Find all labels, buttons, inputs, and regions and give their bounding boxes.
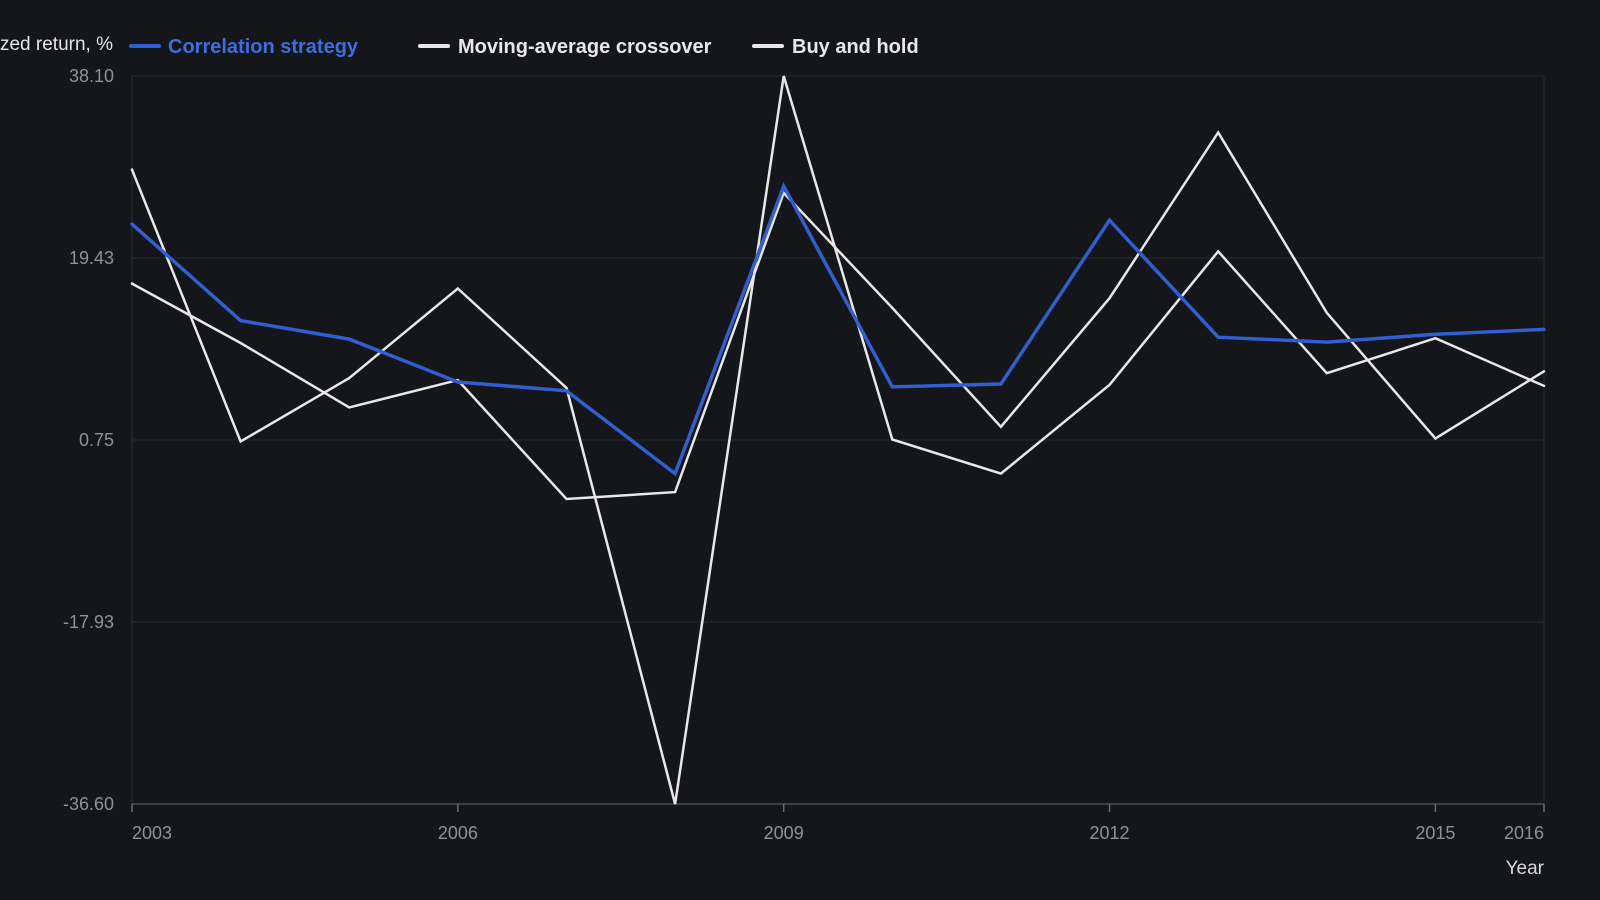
- y-tick-label: 38.10: [69, 66, 114, 86]
- y-tick-label: -36.60: [63, 794, 114, 814]
- series-layer: [130, 75, 1546, 805]
- x-tick-label: 2003: [132, 823, 172, 843]
- x-axis-label: Year: [1506, 858, 1545, 879]
- y-tick-label: 0.75: [79, 430, 114, 450]
- legend-label: Correlation strategy: [168, 36, 359, 58]
- series-line-buy-and-hold: [130, 130, 1546, 501]
- series-line-correlation-strategy: [130, 181, 1546, 477]
- grid-layer: [132, 75, 1545, 805]
- x-tick-label: 2012: [1090, 823, 1130, 843]
- legend-label: Moving-average crossover: [458, 36, 712, 58]
- ticks-layer: -36.60 -17.93 0.75 19.43 38.10 2003 2006 2009 20…: [63, 66, 1545, 843]
- legend: Correlation strategy Moving-average cross…: [129, 36, 919, 58]
- legend-label: Buy and hold: [792, 36, 919, 58]
- series-line-moving-average-crossover: [130, 75, 1546, 805]
- y-tick-label: 19.43: [69, 248, 114, 268]
- x-tick-label: 2015: [1415, 823, 1455, 843]
- y-tick-label: -17.93: [63, 612, 114, 632]
- axes-layer: [131, 76, 1544, 805]
- x-tick-label: 2009: [764, 823, 804, 843]
- x-tick-label: 2006: [438, 823, 478, 843]
- x-tick-label: 2016: [1504, 823, 1544, 843]
- y-axis-label: Annualized return, %: [0, 34, 113, 55]
